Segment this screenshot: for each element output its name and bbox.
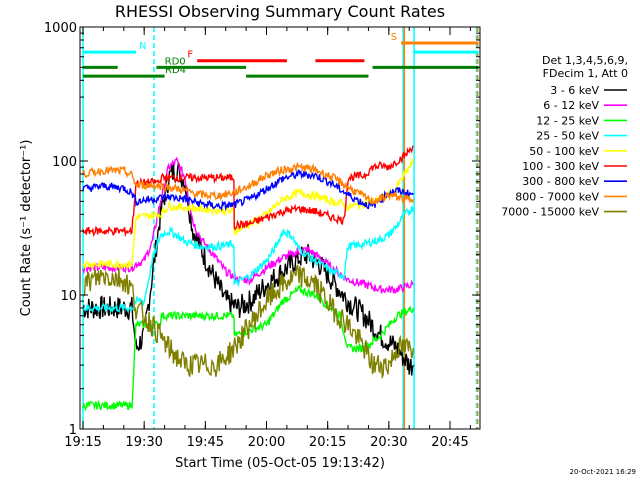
legend-label-5: 100 - 300 keV [522, 160, 599, 173]
y-tick-label-0: 1 [69, 423, 77, 438]
series-line-3 [82, 206, 414, 314]
series-line-0 [82, 161, 414, 376]
footer-date: 20-Oct-2021 16:29 [570, 468, 636, 476]
status-bar-label-rd4: RD4 [165, 65, 186, 76]
legend-label-4: 50 - 100 keV [529, 145, 599, 158]
legend-label-1: 6 - 12 keV [543, 99, 599, 112]
x-axis-label: Start Time (05-Oct-05 19:13:42) [175, 456, 385, 471]
series-line-5 [82, 145, 414, 238]
x-tick-label-2: 19:45 [187, 435, 224, 450]
plot-frame [79, 26, 481, 430]
series-line-7 [82, 161, 414, 205]
y-axis-label: Count Rate (s⁻¹ detector⁻¹) [19, 140, 34, 317]
legend-label-0: 3 - 6 keV [550, 84, 599, 97]
y-tick-label-1: 10 [60, 289, 77, 304]
x-tick-label-3: 20:00 [248, 435, 285, 450]
legend-header-1: FDecim 1, Att 0 [543, 67, 628, 80]
y-tick-label-3: 1000 [44, 21, 77, 36]
status-bar-label-n: N [139, 41, 146, 52]
legend-label-2: 12 - 25 keV [536, 114, 599, 127]
chart-title: RHESSI Observing Summary Count Rates [115, 2, 445, 21]
legend-label-8: 7000 - 15000 keV [501, 206, 599, 219]
series-line-2 [82, 283, 414, 412]
y-tick-label-2: 100 [52, 155, 77, 170]
x-tick-label-6: 20:45 [431, 435, 468, 450]
series-line-4 [82, 158, 414, 270]
x-tick-label-5: 20:30 [370, 435, 407, 450]
legend-label-6: 300 - 800 keV [522, 175, 599, 188]
x-tick-label-4: 20:15 [309, 435, 346, 450]
legend-label-7: 800 - 7000 keV [515, 190, 599, 203]
status-bar-label-rd0: RD0 [165, 56, 186, 67]
legend-header-0: Det 1,3,4,5,6,9, [542, 54, 628, 67]
series-line-6 [82, 169, 414, 212]
x-tick-label-1: 19:30 [125, 435, 162, 450]
x-tick-label-0: 19:15 [64, 435, 101, 450]
legend-label-3: 25 - 50 keV [536, 130, 599, 143]
series-line-8 [82, 264, 414, 380]
status-bar-label-f: F [187, 50, 193, 61]
status-bar-label-s: S [391, 32, 397, 43]
